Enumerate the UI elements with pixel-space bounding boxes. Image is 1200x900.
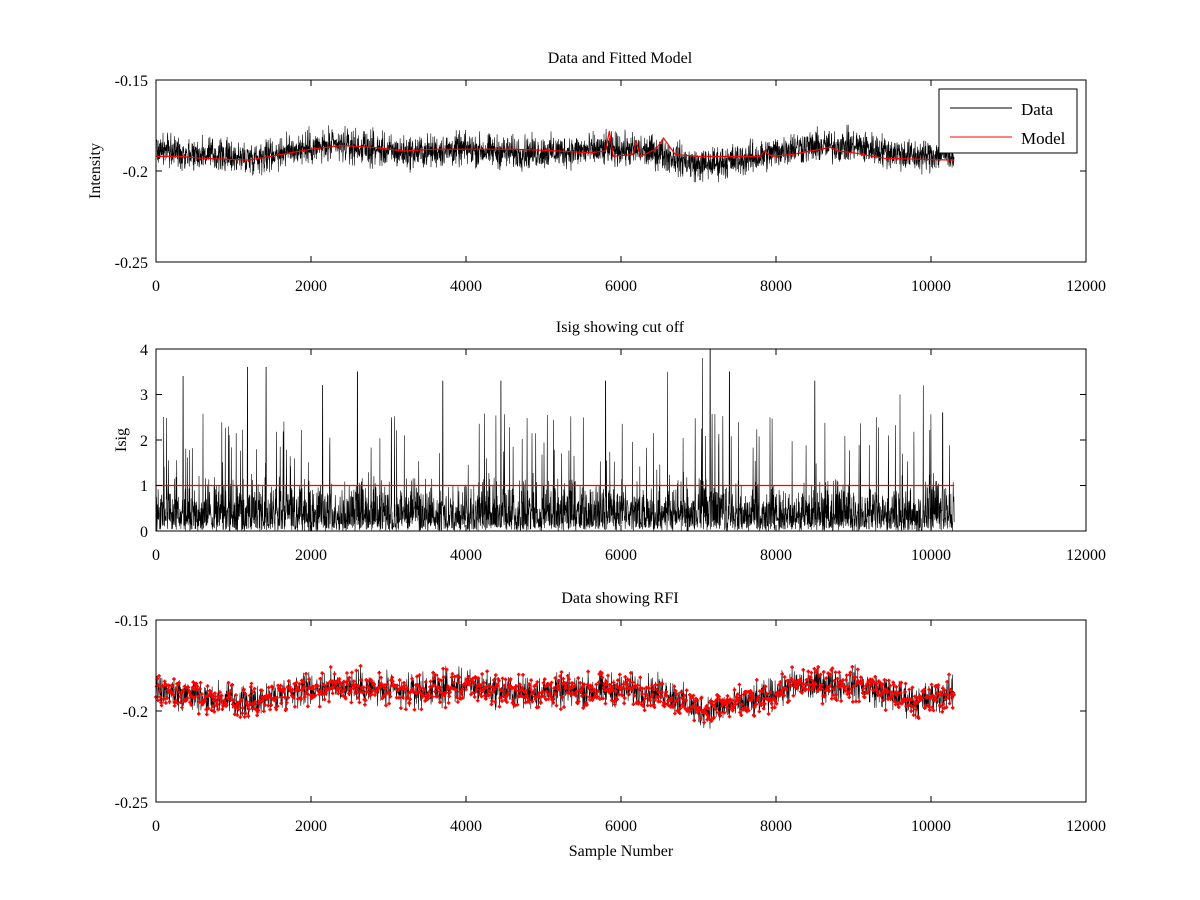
series-data (155, 124, 955, 183)
x-tick-label: 6000 (605, 547, 637, 564)
x-tick-label: 10000 (911, 278, 951, 295)
y-tick-label: -0.15 (115, 613, 148, 630)
x-tick-label: 0 (152, 818, 160, 835)
y-tick-label: -0.2 (123, 164, 148, 181)
panel-data-rfi: Data showing RFI 0 2000 4000 6000 8000 1… (115, 590, 1106, 860)
y-tick-label: 3 (140, 387, 148, 404)
x-ticks (155, 349, 1087, 531)
x-tick-label: 2000 (295, 278, 327, 295)
y-tick-label: -0.25 (115, 795, 148, 812)
x-tick-label: 2000 (295, 818, 327, 835)
y-axis-label: Isig (113, 428, 130, 452)
legend: Data Model (938, 88, 1078, 154)
x-tick-label: 8000 (760, 278, 792, 295)
x-tick-label: 10000 (911, 818, 951, 835)
series-isig (155, 348, 955, 532)
y-ticks (156, 619, 1086, 803)
plot-frame (155, 619, 1087, 803)
x-tick-label: 8000 (760, 547, 792, 564)
y-tick-label: -0.15 (115, 73, 148, 90)
legend-label-model: Model (1021, 129, 1066, 148)
y-ticks (156, 79, 1086, 263)
panel-isig-cutoff: Isig showing cut off Isig 0 2000 4000 60… (113, 319, 1106, 564)
x-ticks (155, 80, 1087, 262)
panel-data-fitted-model: Data and Fitted Model Intensity 0 2000 4… (87, 50, 1106, 295)
x-tick-label: 12000 (1066, 547, 1106, 564)
y-tick-label: 1 (140, 478, 148, 495)
x-tick-label: 2000 (295, 547, 327, 564)
chart-title: Data showing RFI (561, 590, 678, 607)
chart-title: Data and Fitted Model (548, 50, 693, 67)
y-axis-label: Intensity (87, 143, 104, 199)
x-tick-label: 4000 (450, 818, 482, 835)
x-tick-label: 0 (152, 278, 160, 295)
x-ticks (155, 620, 1087, 802)
y-tick-label: 0 (140, 524, 148, 541)
x-tick-label: 4000 (450, 547, 482, 564)
x-tick-label: 8000 (760, 818, 792, 835)
y-tick-label: -0.2 (123, 704, 148, 721)
y-tick-label: 4 (140, 342, 148, 359)
x-tick-label: 0 (152, 547, 160, 564)
model-line (156, 130, 955, 161)
data-line (155, 124, 955, 183)
x-axis-label: Sample Number (569, 843, 674, 860)
series-model (156, 130, 955, 161)
legend-label-data: Data (1021, 100, 1054, 119)
x-tick-label: 12000 (1066, 818, 1106, 835)
chart-title: Isig showing cut off (556, 319, 685, 336)
y-ticks (156, 348, 1086, 532)
x-tick-label: 10000 (911, 547, 951, 564)
y-tick-label: -0.25 (115, 255, 148, 272)
isig-line (155, 348, 955, 532)
x-tick-label: 6000 (605, 278, 637, 295)
x-tick-label: 4000 (450, 278, 482, 295)
legend-box (938, 88, 1078, 154)
x-tick-label: 12000 (1066, 278, 1106, 295)
x-tick-label: 6000 (605, 818, 637, 835)
y-tick-label: 2 (140, 433, 148, 450)
